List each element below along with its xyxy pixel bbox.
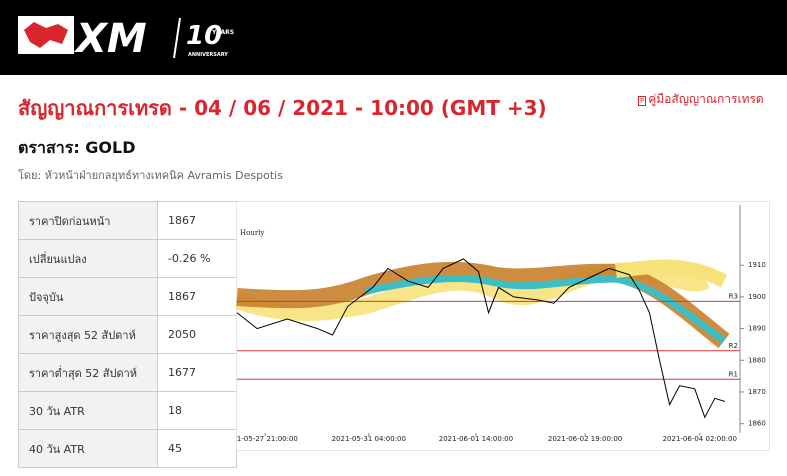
x-tick-label: 2021-06-01 14:00:00 xyxy=(439,435,513,443)
x-tick-label: 2021-06-04 02:00:00 xyxy=(663,435,737,443)
table-row: เปลี่ยนแปลง -0.26 % xyxy=(18,239,237,278)
logo: XM 10 YEARS ANNIVERSARY xyxy=(18,16,234,62)
chart-title: Hourly xyxy=(240,229,264,237)
level-label: R2 xyxy=(729,342,738,350)
pdf-icon: P xyxy=(638,96,647,106)
table-row: ราคาต่ำสุด 52 สัปดาห์ 1677 xyxy=(18,353,237,392)
guide-text[interactable]: คู่มือสัญญาณการเทรด xyxy=(648,92,764,106)
label-cell: 40 วัน ATR xyxy=(18,429,158,468)
table-row: ปัจจุบัน 1867 xyxy=(18,277,237,316)
table-row: ราคาสูงสุด 52 สัปดาห์ 2050 xyxy=(18,315,237,354)
y-tick-label: 1860 xyxy=(748,420,766,428)
bull-icon xyxy=(24,22,68,48)
table-row: 30 วัน ATR 18 xyxy=(18,391,237,430)
x-tick-label: 2021-06-02 19:00:00 xyxy=(548,435,622,443)
chart-frame xyxy=(236,201,770,451)
label-cell: ราคาปิดก่อนหน้า xyxy=(18,201,158,240)
logo-text: XM xyxy=(73,16,147,62)
divider xyxy=(173,17,181,59)
y-tick-label: 1880 xyxy=(748,356,766,364)
level-label: R1 xyxy=(729,370,738,378)
value-cell: 18 xyxy=(157,391,237,430)
chart: Hourly 1860 1870 1880 1890 1900 1910 21-05-27 … xyxy=(236,201,770,451)
author: โดย: หัวหน้าฝ่ายกลยุทธ์ทางเทคนิค Avramis… xyxy=(18,169,283,182)
label-cell: ราคาสูงสุด 52 สัปดาห์ xyxy=(18,315,158,354)
guide-link[interactable]: P คู่มือสัญญาณการเทรด xyxy=(638,90,764,109)
x-tick-label: 21-05-27 21:00:00 xyxy=(236,435,298,443)
badge-text: YEARS xyxy=(211,29,234,36)
label-cell: 30 วัน ATR xyxy=(18,391,158,430)
y-tick-label: 1870 xyxy=(748,388,766,396)
y-tick-label: 1890 xyxy=(748,325,766,333)
stats-table: ราคาปิดก่อนหน้า 1867 เปลี่ยนแปลง -0.26 % ปัจ… xyxy=(18,201,237,468)
value-cell: 1867 xyxy=(157,277,237,316)
price-line xyxy=(236,258,726,419)
value-cell: 2050 xyxy=(157,315,237,354)
y-tick-label: 1910 xyxy=(748,261,766,269)
table-row: ราคาปิดก่อนหน้า 1867 xyxy=(18,201,237,240)
value-cell: 1867 xyxy=(157,201,237,240)
y-tick-label: 1900 xyxy=(748,293,766,301)
level-label: R3 xyxy=(729,292,738,300)
value-cell: 1677 xyxy=(157,353,237,392)
badge-years: 10 xyxy=(186,21,222,51)
value-cell: 45 xyxy=(157,429,237,468)
header: XM 10 YEARS ANNIVERSARY xyxy=(0,0,787,75)
label-cell: เปลี่ยนแปลง xyxy=(18,239,158,278)
label-cell: ปัจจุบัน xyxy=(18,277,158,316)
x-tick-label: 2021-05-31 04:00:00 xyxy=(332,435,406,443)
table-row: 40 วัน ATR 45 xyxy=(18,429,237,468)
instrument: ตราสาร: GOLD xyxy=(18,138,136,157)
band xyxy=(236,261,730,349)
value-cell: -0.26 % xyxy=(157,239,237,278)
badge-text: ANNIVERSARY xyxy=(188,52,228,58)
label-cell: ราคาต่ำสุด 52 สัปดาห์ xyxy=(18,353,158,392)
band xyxy=(615,259,728,288)
page-title: สัญญาณการเทรด - 04 / 06 / 2021 - 10:00 (… xyxy=(18,96,547,120)
